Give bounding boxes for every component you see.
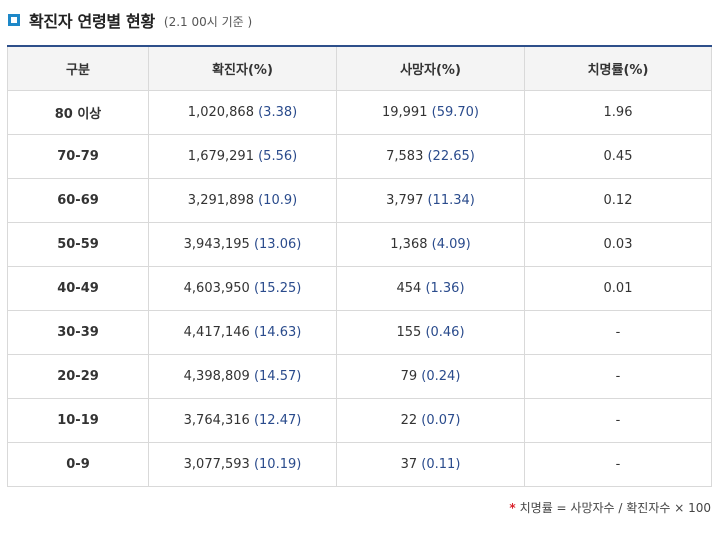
fatality-cell: 0.12 bbox=[524, 178, 712, 223]
age-group-cell: 40-49 bbox=[7, 266, 149, 311]
footnote: * 치명률 = 사망자수 / 확진자수 × 100 bbox=[509, 499, 711, 516]
table-row: 40-49 4,603,950 (15.25) 454 (1.36) 0.01 bbox=[7, 266, 712, 311]
deaths-value: 22 bbox=[400, 413, 418, 428]
footnote-text: 치명률 = 사망자수 / 확진자수 × 100 bbox=[519, 501, 711, 515]
cases-cell: 4,417,146 (14.63) bbox=[148, 310, 337, 355]
cases-cell: 4,603,950 (15.25) bbox=[148, 266, 337, 311]
age-group-cell: 20-29 bbox=[7, 354, 149, 399]
age-group-cell: 80 이상 bbox=[7, 90, 149, 135]
table-row: 50-59 3,943,195 (13.06) 1,368 (4.09) 0.0… bbox=[7, 222, 712, 267]
deaths-percent: (4.09) bbox=[431, 237, 471, 252]
cases-percent: (3.38) bbox=[258, 105, 298, 120]
footnote-marker: * bbox=[509, 501, 516, 515]
deaths-cell: 3,797 (11.34) bbox=[336, 178, 525, 223]
deaths-value: 19,991 bbox=[381, 105, 428, 120]
deaths-value: 454 bbox=[396, 281, 422, 296]
cases-cell: 3,943,195 (13.06) bbox=[148, 222, 337, 267]
table-row: 20-29 4,398,809 (14.57) 79 (0.24) - bbox=[7, 354, 712, 399]
cases-percent: (10.9) bbox=[258, 193, 298, 208]
section-header: 확진자 연령별 현황 (2.1 00시 기준 ) bbox=[8, 8, 252, 32]
age-group-cell: 70-79 bbox=[7, 134, 149, 179]
deaths-percent: (0.07) bbox=[421, 413, 461, 428]
deaths-percent: (22.65) bbox=[427, 149, 475, 164]
section-title: 확진자 연령별 현황 bbox=[29, 12, 155, 31]
cases-value: 3,077,593 bbox=[183, 457, 250, 472]
section-subtitle: (2.1 00시 기준 ) bbox=[163, 14, 253, 29]
cases-value: 3,291,898 bbox=[187, 193, 254, 208]
cases-value: 3,943,195 bbox=[183, 237, 250, 252]
deaths-cell: 454 (1.36) bbox=[336, 266, 525, 311]
cases-cell: 3,764,316 (12.47) bbox=[148, 398, 337, 443]
cases-percent: (14.57) bbox=[253, 369, 302, 384]
age-group-cell: 10-19 bbox=[7, 398, 149, 443]
deaths-cell: 1,368 (4.09) bbox=[336, 222, 525, 267]
cases-cell: 4,398,809 (14.57) bbox=[148, 354, 337, 399]
deaths-value: 79 bbox=[400, 369, 418, 384]
cases-value: 1,679,291 bbox=[187, 149, 254, 164]
fatality-cell: - bbox=[524, 310, 712, 355]
age-group-cell: 30-39 bbox=[7, 310, 149, 355]
column-header-deaths: 사망자(%) bbox=[336, 45, 525, 91]
deaths-cell: 19,991 (59.70) bbox=[336, 90, 525, 135]
table-row: 80 이상 1,020,868 (3.38) 19,991 (59.70) 1.… bbox=[7, 90, 712, 135]
fatality-cell: - bbox=[524, 442, 712, 487]
table-row: 60-69 3,291,898 (10.9) 3,797 (11.34) 0.1… bbox=[7, 178, 712, 223]
column-header-cases: 확진자(%) bbox=[148, 45, 337, 91]
age-group-cell: 60-69 bbox=[7, 178, 149, 223]
deaths-cell: 37 (0.11) bbox=[336, 442, 525, 487]
deaths-cell: 79 (0.24) bbox=[336, 354, 525, 399]
table-row: 10-19 3,764,316 (12.47) 22 (0.07) - bbox=[7, 398, 712, 443]
cases-value: 4,398,809 bbox=[183, 369, 250, 384]
column-header-fatality: 치명률(%) bbox=[524, 45, 712, 91]
age-stats-table: 구분 확진자(%) 사망자(%) 치명률(%) 80 이상 1,020,868 … bbox=[7, 45, 712, 487]
fatality-cell: - bbox=[524, 354, 712, 399]
fatality-cell: 1.96 bbox=[524, 90, 712, 135]
cases-percent: (15.25) bbox=[253, 281, 302, 296]
fatality-cell: 0.01 bbox=[524, 266, 712, 311]
deaths-percent: (1.36) bbox=[425, 281, 465, 296]
table-row: 0-9 3,077,593 (10.19) 37 (0.11) - bbox=[7, 442, 712, 487]
age-group-cell: 50-59 bbox=[7, 222, 149, 267]
cases-percent: (10.19) bbox=[253, 457, 302, 472]
deaths-percent: (0.11) bbox=[421, 457, 461, 472]
deaths-value: 155 bbox=[396, 325, 422, 340]
square-bullet-icon bbox=[8, 14, 20, 26]
cases-percent: (14.63) bbox=[253, 325, 302, 340]
table-header-row: 구분 확진자(%) 사망자(%) 치명률(%) bbox=[7, 45, 712, 91]
table-row: 30-39 4,417,146 (14.63) 155 (0.46) - bbox=[7, 310, 712, 355]
cases-cell: 1,020,868 (3.38) bbox=[148, 90, 337, 135]
deaths-value: 37 bbox=[400, 457, 418, 472]
cases-cell: 3,291,898 (10.9) bbox=[148, 178, 337, 223]
fatality-cell: - bbox=[524, 398, 712, 443]
cases-value: 4,603,950 bbox=[183, 281, 250, 296]
deaths-percent: (59.70) bbox=[431, 105, 479, 120]
deaths-cell: 155 (0.46) bbox=[336, 310, 525, 355]
deaths-percent: (11.34) bbox=[427, 193, 475, 208]
deaths-cell: 22 (0.07) bbox=[336, 398, 525, 443]
fatality-cell: 0.03 bbox=[524, 222, 712, 267]
age-group-cell: 0-9 bbox=[7, 442, 149, 487]
deaths-percent: (0.24) bbox=[421, 369, 461, 384]
deaths-percent: (0.46) bbox=[425, 325, 465, 340]
cases-value: 1,020,868 bbox=[187, 105, 254, 120]
deaths-value: 3,797 bbox=[386, 193, 424, 208]
cases-value: 4,417,146 bbox=[183, 325, 250, 340]
deaths-cell: 7,583 (22.65) bbox=[336, 134, 525, 179]
cases-cell: 1,679,291 (5.56) bbox=[148, 134, 337, 179]
deaths-value: 1,368 bbox=[390, 237, 428, 252]
cases-cell: 3,077,593 (10.19) bbox=[148, 442, 337, 487]
table-row: 70-79 1,679,291 (5.56) 7,583 (22.65) 0.4… bbox=[7, 134, 712, 179]
cases-value: 3,764,316 bbox=[183, 413, 250, 428]
cases-percent: (5.56) bbox=[258, 149, 298, 164]
fatality-cell: 0.45 bbox=[524, 134, 712, 179]
cases-percent: (12.47) bbox=[253, 413, 302, 428]
cases-percent: (13.06) bbox=[253, 237, 302, 252]
column-header-category: 구분 bbox=[7, 45, 149, 91]
deaths-value: 7,583 bbox=[386, 149, 424, 164]
